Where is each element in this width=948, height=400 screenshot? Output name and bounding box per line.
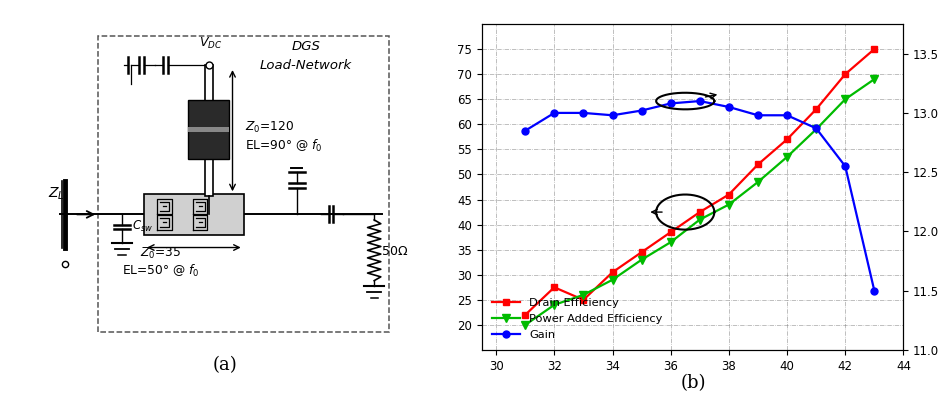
Gain <box>665 101 676 106</box>
Gain <box>520 128 531 133</box>
Power Added Efficiency <box>868 77 880 82</box>
Bar <box>189 100 228 159</box>
Text: $Z_0$=35: $Z_0$=35 <box>140 246 181 260</box>
Drain Efficiency <box>840 72 851 76</box>
Power Added Efficiency <box>520 322 531 327</box>
Bar <box>205 65 212 196</box>
Text: EL=90° @ $f_0$: EL=90° @ $f_0$ <box>246 138 323 154</box>
Line: Power Added Efficiency: Power Added Efficiency <box>521 75 879 329</box>
Drain Efficiency <box>781 137 793 142</box>
Drain Efficiency <box>665 230 676 234</box>
Gain <box>577 110 589 115</box>
Text: (a): (a) <box>212 356 238 374</box>
Power Added Efficiency <box>577 292 589 297</box>
Gain <box>781 113 793 118</box>
Drain Efficiency <box>694 210 705 214</box>
Drain Efficiency <box>607 270 618 275</box>
Bar <box>144 194 244 235</box>
Text: (b): (b) <box>681 374 705 392</box>
Text: $V_{DC}$: $V_{DC}$ <box>199 36 222 51</box>
Power Added Efficiency <box>781 154 793 159</box>
Gain <box>811 126 822 131</box>
Power Added Efficiency <box>665 240 676 244</box>
Power Added Efficiency <box>694 217 705 222</box>
Drain Efficiency <box>577 298 589 302</box>
Power Added Efficiency <box>840 97 851 102</box>
Drain Efficiency <box>549 285 560 290</box>
Drain Efficiency <box>723 192 735 197</box>
Power Added Efficiency <box>607 277 618 282</box>
Text: 50Ω: 50Ω <box>382 245 408 258</box>
Text: EL=50° @ $f_0$: EL=50° @ $f_0$ <box>122 263 200 280</box>
Drain Efficiency <box>753 162 764 167</box>
Line: Gain: Gain <box>521 98 878 294</box>
Gain <box>753 113 764 118</box>
Power Added Efficiency <box>811 127 822 132</box>
Gain <box>840 164 851 169</box>
Bar <box>189 127 228 132</box>
Drain Efficiency <box>636 250 647 254</box>
Power Added Efficiency <box>723 202 735 207</box>
Text: DGS: DGS <box>292 40 320 54</box>
Text: $Z_L$: $Z_L$ <box>47 186 64 202</box>
Line: Drain Efficiency: Drain Efficiency <box>521 46 878 318</box>
Gain <box>607 113 618 118</box>
Gain <box>694 99 705 104</box>
Power Added Efficiency <box>753 180 764 184</box>
Drain Efficiency <box>520 312 531 317</box>
Text: $Z_0$=120: $Z_0$=120 <box>246 120 295 136</box>
Gain <box>868 288 880 293</box>
Text: Load-Network: Load-Network <box>260 59 352 72</box>
Gain <box>636 108 647 113</box>
Gain <box>723 104 735 109</box>
Power Added Efficiency <box>549 302 560 307</box>
Power Added Efficiency <box>636 257 647 262</box>
Legend: Drain Efficiency, Power Added Efficiency, Gain: Drain Efficiency, Power Added Efficiency… <box>487 294 667 344</box>
Gain <box>549 110 560 115</box>
Drain Efficiency <box>811 107 822 112</box>
Drain Efficiency <box>868 47 880 52</box>
Text: $C_{sw}$: $C_{sw}$ <box>133 219 154 234</box>
